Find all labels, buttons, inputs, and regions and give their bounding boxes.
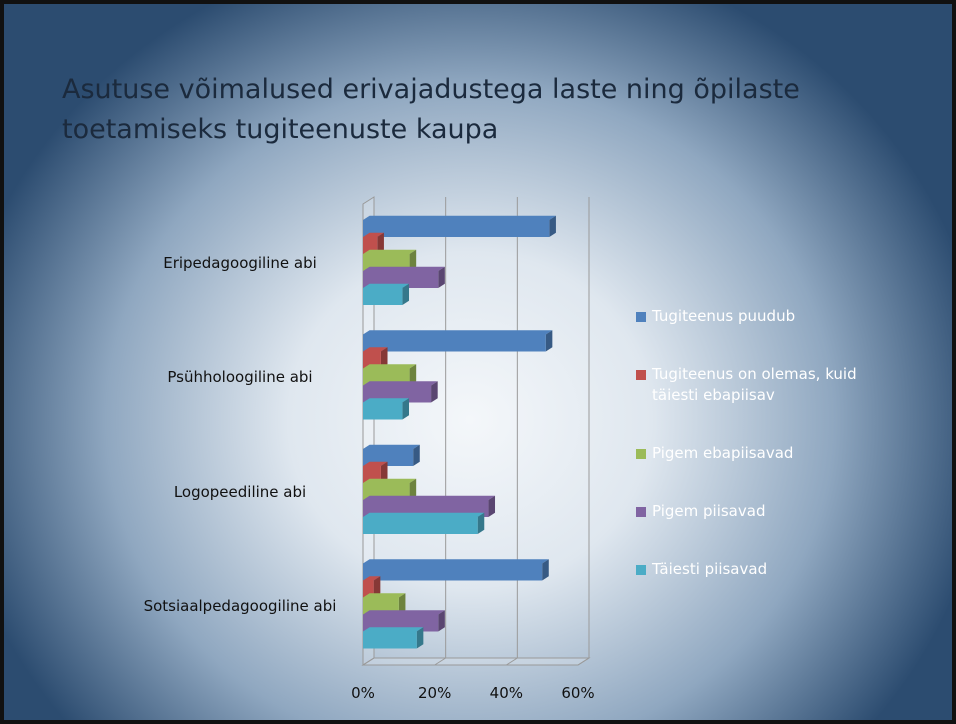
bar [363, 402, 403, 420]
x-tick-label: 20% [417, 684, 452, 702]
bar-top [363, 347, 388, 352]
bar-top [363, 398, 410, 403]
bar-top [363, 478, 417, 483]
bar-side [542, 559, 549, 581]
legend-label: Tugiteenus on olemas, kuid täiesti ebapi… [652, 365, 857, 404]
grid-line [577, 197, 590, 666]
grid-line [506, 197, 518, 666]
y-tick-label: Logopeediline abi [173, 482, 307, 501]
y-tick-label: Eripedagoogiline abi [163, 253, 317, 272]
bar [363, 500, 489, 517]
bar [363, 483, 410, 500]
legend-swatch [636, 507, 646, 517]
x-tick-label: 40% [489, 684, 523, 702]
bar [363, 597, 399, 615]
bar [363, 563, 543, 581]
bar [363, 220, 550, 237]
bar-top [363, 249, 417, 254]
floor [361, 657, 591, 666]
legend-swatch [636, 312, 646, 322]
bar [363, 517, 478, 534]
legend-label: Tugiteenus puudub [652, 307, 796, 325]
bar-top [363, 330, 553, 335]
bar [363, 614, 439, 632]
legend-label: Täiesti piisavad [652, 560, 768, 578]
bar [363, 237, 378, 254]
bar-top [363, 215, 556, 220]
bar-top [363, 381, 438, 386]
bar-side [373, 576, 381, 598]
bar [363, 288, 403, 305]
legend-swatch [636, 565, 646, 575]
bar-top [363, 627, 424, 632]
bar-side [398, 593, 406, 615]
bar-side [549, 215, 556, 237]
bar-top [363, 559, 549, 564]
bar-side [380, 461, 388, 483]
legend-label: Pigem ebapiisavad [652, 444, 794, 462]
bar-side [402, 398, 410, 420]
bar [363, 351, 381, 369]
legend-swatch [636, 449, 646, 459]
x-tick-label: 60% [561, 684, 595, 702]
x-tick-label: 0% [351, 684, 375, 702]
y-tick-label: Sotsiaalpedagoogiline abi [143, 597, 337, 615]
bar-side [409, 478, 417, 500]
bar [363, 580, 374, 598]
bar-top [363, 512, 485, 517]
bar [363, 631, 417, 649]
bar-top [363, 266, 445, 271]
bar [363, 466, 381, 483]
bar [363, 254, 410, 271]
bar-side [416, 627, 424, 649]
bar-top [363, 610, 445, 615]
bar-top [363, 495, 496, 500]
legend-label: Pigem piisavad [652, 502, 766, 520]
bar [363, 368, 410, 386]
bar-side [409, 364, 417, 386]
bar-side [431, 381, 438, 403]
bar-side [438, 266, 445, 288]
bar-side [380, 347, 388, 369]
bar [363, 449, 414, 466]
bar-top [363, 364, 417, 369]
bar-top [363, 283, 410, 288]
bar [363, 385, 432, 403]
bar-top [363, 576, 381, 581]
bar-top [363, 593, 406, 598]
bar-top [363, 461, 388, 466]
bar [363, 334, 546, 352]
bar-side [402, 283, 410, 305]
bar-side [477, 512, 485, 534]
bar-side [545, 330, 553, 352]
bar-side [438, 610, 445, 632]
bar-top [363, 232, 384, 237]
chart-title: Asutuse võimalused erivajadustega laste … [62, 74, 800, 145]
bar [363, 271, 439, 288]
bar-side [377, 232, 384, 254]
y-tick-label: Psühholoogiline abi [167, 368, 313, 386]
bar-side [488, 495, 496, 517]
bar-top [363, 444, 420, 449]
legend-swatch [636, 370, 646, 380]
bar-side [409, 249, 417, 271]
bar-side [413, 444, 420, 466]
